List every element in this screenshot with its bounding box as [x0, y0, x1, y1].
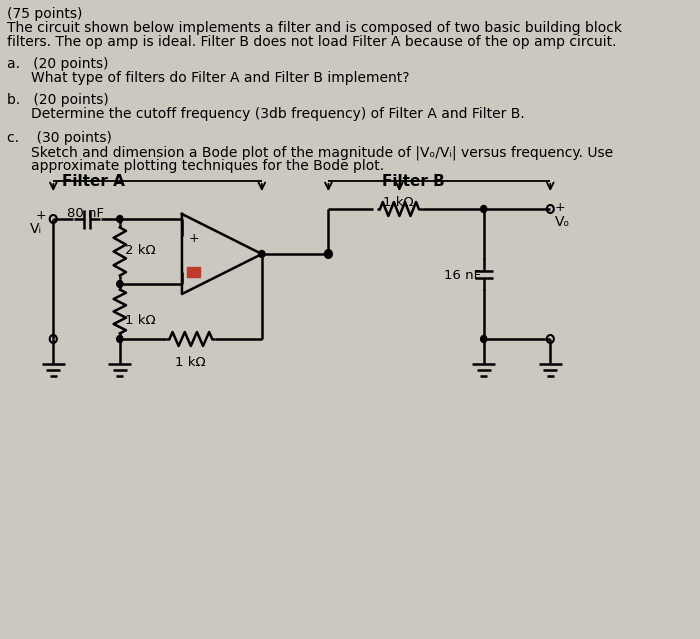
Text: 1 kΩ: 1 kΩ	[175, 356, 206, 369]
Bar	[188, 267, 200, 277]
Text: +: +	[554, 201, 566, 214]
Circle shape	[117, 215, 123, 222]
Text: +: +	[189, 231, 199, 245]
Circle shape	[326, 250, 332, 258]
Text: Vᵢ: Vᵢ	[30, 222, 42, 236]
Text: (75 points): (75 points)	[7, 7, 83, 21]
Text: 80 nF: 80 nF	[66, 207, 104, 220]
Text: 16 nF: 16 nF	[444, 269, 481, 282]
Text: +: +	[36, 209, 46, 222]
Circle shape	[259, 250, 265, 258]
Text: Vₒ: Vₒ	[554, 215, 570, 229]
Text: The circuit shown below implements a filter and is composed of two basic buildin: The circuit shown below implements a fil…	[7, 21, 622, 35]
Circle shape	[117, 281, 123, 288]
Circle shape	[481, 335, 486, 343]
Text: 2 kΩ: 2 kΩ	[125, 243, 156, 256]
Text: a.   (20 points): a. (20 points)	[7, 57, 108, 71]
Text: Filter B: Filter B	[382, 174, 444, 189]
Text: Determine the cutoff frequency (3db frequency) of Filter A and Filter B.: Determine the cutoff frequency (3db freq…	[31, 107, 525, 121]
Text: filters. The op amp is ideal. Filter B does not load Filter A because of the op : filters. The op amp is ideal. Filter B d…	[7, 35, 617, 49]
Circle shape	[481, 206, 486, 213]
Text: 1 kΩ: 1 kΩ	[384, 196, 414, 209]
Text: 1 kΩ: 1 kΩ	[125, 314, 156, 327]
Text: What type of filters do Filter A and Filter B implement?: What type of filters do Filter A and Fil…	[31, 71, 409, 85]
Text: c.    (30 points): c. (30 points)	[7, 131, 112, 145]
Circle shape	[117, 335, 123, 343]
Text: Filter A: Filter A	[62, 174, 125, 189]
Text: Sketch and dimension a Bode plot of the magnitude of |Vₒ/Vᵢ| versus frequency. U: Sketch and dimension a Bode plot of the …	[31, 145, 613, 160]
Text: b.   (20 points): b. (20 points)	[7, 93, 109, 107]
Text: approximate plotting techniques for the Bode plot.: approximate plotting techniques for the …	[31, 159, 384, 173]
